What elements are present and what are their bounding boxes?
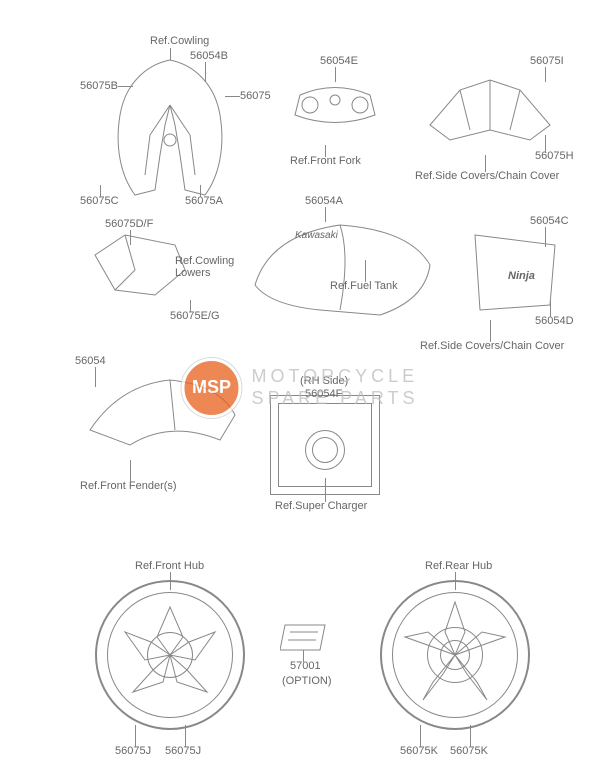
leader [325, 207, 326, 222]
leader [303, 650, 304, 662]
supercharger-emblem-inner [312, 437, 338, 463]
leader [225, 96, 240, 97]
tail-cover [420, 75, 560, 155]
leader [490, 320, 491, 342]
label-ref-super-charger: Ref.Super Charger [275, 500, 367, 512]
label-ref-cowling-lowers: Ref.CowlingLowers [175, 255, 245, 279]
label-ref-front-fender: Ref.Front Fender(s) [80, 480, 177, 492]
label-56075I: 56075I [530, 55, 564, 67]
label-ref-front-hub: Ref.Front Hub [135, 560, 204, 572]
label-56054B: 56054B [190, 50, 228, 62]
label-56075J: 56075J [115, 745, 151, 757]
label-56054: 56054 [75, 355, 106, 367]
label-56054D: 56054D [535, 315, 574, 327]
leader [455, 572, 456, 590]
label-ref-fuel-tank: Ref.Fuel Tank [330, 280, 398, 292]
leader [135, 725, 136, 747]
label-56075EG: 56075E/G [170, 310, 220, 322]
leader [200, 185, 201, 197]
leader [545, 227, 546, 247]
label-56075: 56075 [240, 90, 271, 102]
leader [325, 478, 326, 502]
label-56075K: 56075K [400, 745, 438, 757]
leader [335, 67, 336, 82]
label-56075DF: 56075D/F [105, 218, 153, 230]
leader [550, 300, 551, 317]
leader [205, 62, 206, 82]
label-56054F: 56054F [305, 388, 342, 400]
leader [545, 67, 546, 82]
leader [420, 725, 421, 747]
leader [185, 725, 186, 747]
front-fender [80, 370, 240, 460]
label-56075A: 56075A [185, 195, 223, 207]
leader [545, 135, 546, 152]
front-fork [280, 75, 390, 145]
label-57001: 57001 [290, 660, 321, 672]
front-wheel [95, 580, 245, 730]
label-56054E: 56054E [320, 55, 358, 67]
label-brand: Kawasaki [295, 230, 338, 241]
leader [170, 572, 171, 590]
leader [100, 185, 101, 197]
leader [130, 230, 131, 245]
label-ref-side-covers1: Ref.Side Covers/Chain Cover [415, 170, 559, 182]
leader [95, 367, 96, 387]
label-option: (OPTION) [282, 675, 332, 687]
label-ref-cowling: Ref.Cowling [150, 35, 209, 47]
leader [365, 260, 366, 282]
label-rh-side: (RH Side) [300, 375, 348, 387]
leader [325, 145, 326, 157]
option-tag [280, 620, 330, 655]
label-56075J2: 56075J [165, 745, 201, 757]
leader [170, 48, 171, 60]
label-56054C: 56054C [530, 215, 569, 227]
fuel-tank [240, 215, 440, 325]
label-56075K2: 56075K [450, 745, 488, 757]
leader [190, 300, 191, 312]
label-56075H: 56075H [535, 150, 574, 162]
leader [118, 86, 133, 87]
label-ref-side-covers2: Ref.Side Covers/Chain Cover [420, 340, 564, 352]
label-56054A: 56054A [305, 195, 343, 207]
leader [130, 460, 131, 482]
label-56075B: 56075B [80, 80, 118, 92]
label-ref-rear-hub: Ref.Rear Hub [425, 560, 492, 572]
cowling-front [95, 55, 245, 205]
rear-wheel [380, 580, 530, 730]
label-ninja: Ninja [508, 270, 535, 282]
leader [485, 155, 486, 172]
leader [470, 725, 471, 747]
